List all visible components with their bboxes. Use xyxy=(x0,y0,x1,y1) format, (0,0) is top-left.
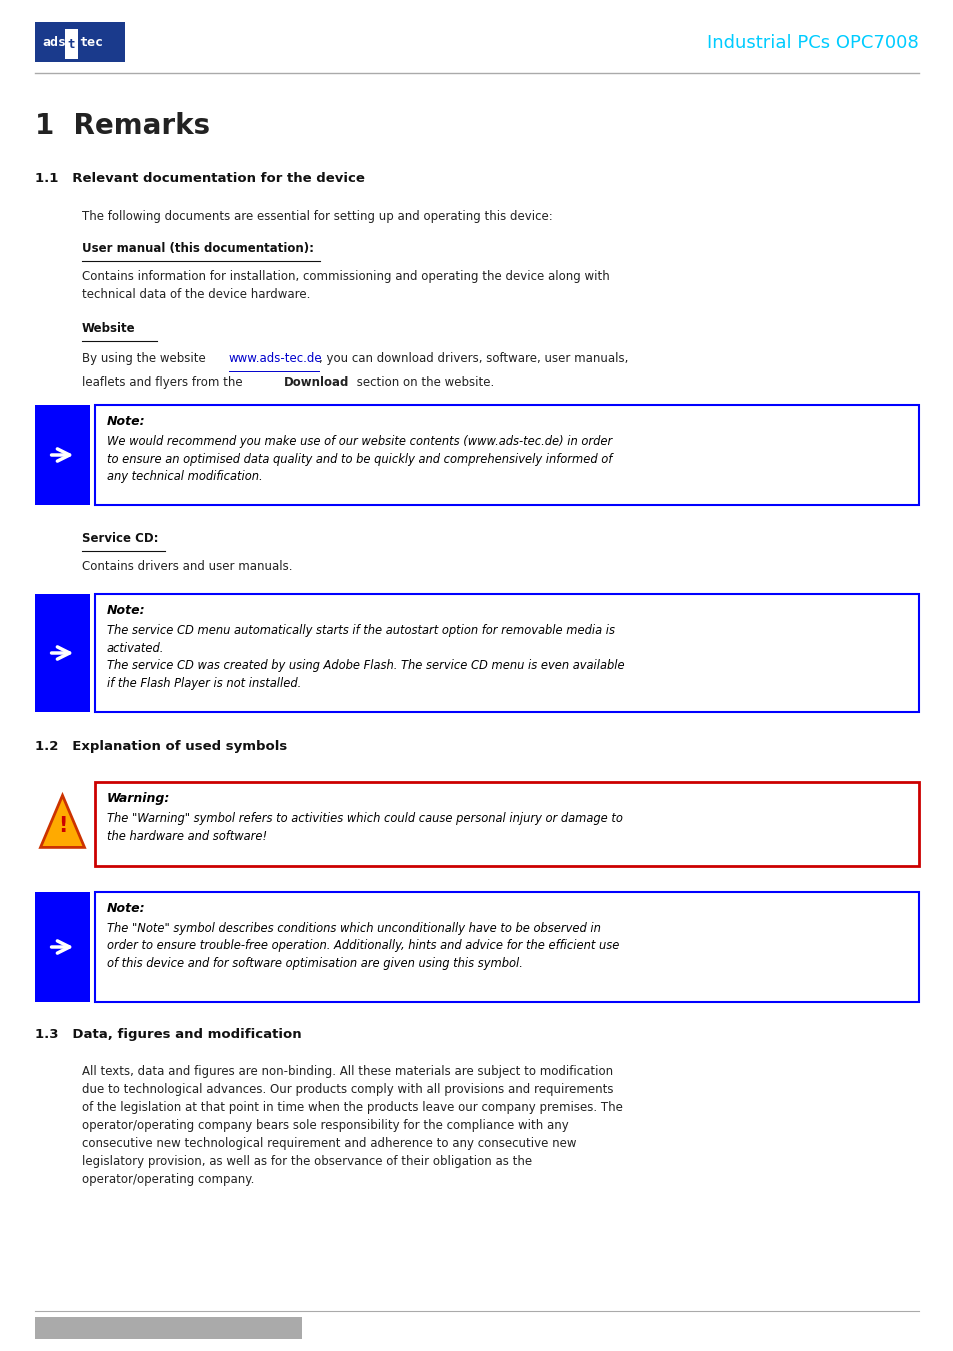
Text: 1.2   Explanation of used symbols: 1.2 Explanation of used symbols xyxy=(35,740,287,753)
Text: Note:: Note: xyxy=(107,604,146,617)
FancyBboxPatch shape xyxy=(35,892,90,1002)
Text: t: t xyxy=(67,38,74,50)
Polygon shape xyxy=(40,796,85,847)
Text: Warning:: Warning: xyxy=(107,792,171,805)
FancyBboxPatch shape xyxy=(65,28,77,59)
FancyBboxPatch shape xyxy=(35,594,90,712)
Text: The service CD menu automatically starts if the autostart option for removable m: The service CD menu automatically starts… xyxy=(107,624,624,689)
Text: Download: Download xyxy=(284,376,349,389)
Text: !: ! xyxy=(58,816,67,836)
FancyBboxPatch shape xyxy=(95,782,918,866)
Text: User manual (this documentation):: User manual (this documentation): xyxy=(82,242,314,255)
Text: 1.1   Relevant documentation for the device: 1.1 Relevant documentation for the devic… xyxy=(35,172,364,185)
Text: tec: tec xyxy=(79,35,103,49)
Text: leaflets and flyers from the: leaflets and flyers from the xyxy=(82,376,246,389)
Text: 1.3   Data, figures and modification: 1.3 Data, figures and modification xyxy=(35,1028,301,1042)
Text: The "Warning" symbol refers to activities which could cause personal injury or d: The "Warning" symbol refers to activitie… xyxy=(107,812,622,843)
FancyBboxPatch shape xyxy=(35,405,90,505)
Text: By using the website: By using the website xyxy=(82,353,210,365)
Text: We would recommend you make use of our website contents (www.ads-tec.de) in orde: We would recommend you make use of our w… xyxy=(107,435,612,484)
Text: Contains information for installation, commissioning and operating the device al: Contains information for installation, c… xyxy=(82,270,609,301)
Text: All texts, data and figures are non-binding. All these materials are subject to : All texts, data and figures are non-bind… xyxy=(82,1065,622,1186)
Text: Industrial PCs OPC7008: Industrial PCs OPC7008 xyxy=(706,34,918,51)
Text: The following documents are essential for setting up and operating this device:: The following documents are essential fo… xyxy=(82,209,552,223)
Text: section on the website.: section on the website. xyxy=(353,376,494,389)
Text: ads: ads xyxy=(42,35,66,49)
FancyBboxPatch shape xyxy=(95,594,918,712)
Text: Service CD:: Service CD: xyxy=(82,532,158,544)
Text: Website: Website xyxy=(82,322,135,335)
Text: The "Note" symbol describes conditions which unconditionally have to be observed: The "Note" symbol describes conditions w… xyxy=(107,921,618,970)
Text: 1  Remarks: 1 Remarks xyxy=(35,112,210,141)
Text: , you can download drivers, software, user manuals,: , you can download drivers, software, us… xyxy=(318,353,628,365)
FancyBboxPatch shape xyxy=(95,405,918,505)
FancyBboxPatch shape xyxy=(35,22,125,62)
Text: Contains drivers and user manuals.: Contains drivers and user manuals. xyxy=(82,561,293,573)
FancyBboxPatch shape xyxy=(35,1317,302,1339)
FancyBboxPatch shape xyxy=(95,892,918,1002)
Text: Note:: Note: xyxy=(107,415,146,428)
Text: www.ads-tec.de: www.ads-tec.de xyxy=(229,353,322,365)
Text: Note:: Note: xyxy=(107,902,146,915)
